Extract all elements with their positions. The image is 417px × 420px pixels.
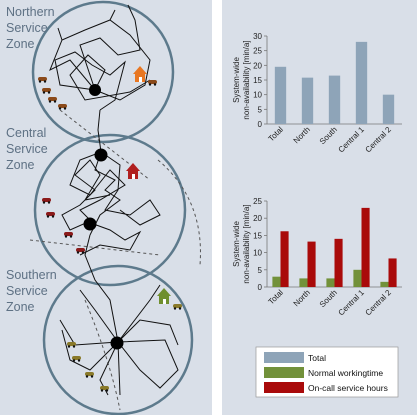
bar (380, 281, 389, 287)
bar (353, 269, 362, 287)
north-hub (89, 84, 101, 96)
bar (328, 75, 341, 124)
vehicle-icon (67, 342, 76, 348)
central-hub-1 (94, 148, 108, 162)
vehicle-icon (64, 232, 73, 238)
bar (334, 238, 343, 287)
x-tick-label: Central 1 (337, 125, 367, 155)
bar (307, 241, 316, 287)
central-zone-label: Central Service Zone (6, 126, 51, 172)
legend-label-total: Total (308, 353, 326, 363)
dashed-sector-boundary-north (59, 109, 151, 181)
x-tick-label: Central 1 (337, 288, 367, 318)
x-tick-label: Central 2 (364, 288, 394, 318)
north-depot-icon (133, 66, 147, 82)
vehicle-icon (38, 77, 47, 83)
vehicle-icon (42, 88, 51, 94)
y-tick-label: 5 (258, 266, 263, 275)
y-tick-label: 0 (258, 283, 263, 292)
x-tick-label: South (318, 125, 339, 146)
central-hub-2 (83, 217, 97, 231)
bar (388, 258, 397, 287)
bar (361, 207, 370, 287)
bar (274, 66, 287, 124)
bar (280, 231, 289, 287)
chart-total-non-availability: System-widenon-availability [min/a] 0 5 10… (232, 32, 402, 154)
service-vehicles (38, 77, 182, 392)
legend-label-oncall: On-call service hours (308, 383, 388, 393)
vehicle-icon (42, 198, 51, 204)
vehicle-icon (46, 212, 55, 218)
vehicle-icon (85, 372, 94, 378)
dashed-sector-boundary-central (29, 239, 161, 256)
vehicle-icon (100, 386, 109, 392)
x-tick-label: North (292, 288, 312, 308)
dashed-sector-boundary-south (84, 299, 121, 411)
y-tick-label: 0 (258, 120, 263, 129)
x-tick-label: Total (267, 288, 285, 306)
bar (301, 77, 314, 124)
bar (272, 276, 281, 287)
bar (355, 41, 368, 124)
y-tick-label: 20 (253, 214, 262, 223)
service-zone-map-panel: Northern Service Zone Central Service Zo… (0, 0, 212, 416)
charts-panel: System-widenon-availability [min/a] 0 5 10… (222, 0, 417, 415)
route-network (49, 4, 179, 396)
y-tick-label: 15 (253, 76, 262, 85)
legend-swatch-total (264, 352, 304, 363)
y-tick-label: 25 (253, 197, 262, 206)
x-tick-label: Total (267, 125, 285, 143)
y-tick-label: 10 (253, 91, 262, 100)
south-depot-icon (157, 288, 171, 304)
chart-top-ylabel: System-widenon-availability [min/a] (232, 40, 251, 119)
northern-zone-label: Northern Service Zone (6, 5, 58, 51)
legend-label-normal: Normal workingtime (308, 368, 383, 378)
vehicle-icon (76, 248, 85, 254)
vehicle-icon (58, 104, 67, 110)
central-zone-boundary (33, 133, 187, 287)
vehicle-icon (48, 97, 57, 103)
x-tick-label: South (318, 288, 339, 309)
service-zone-map: Northern Service Zone Central Service Zo… (6, 0, 201, 416)
vehicle-icon (173, 304, 182, 310)
x-tick-label: North (292, 125, 312, 145)
y-tick-label: 30 (253, 32, 262, 41)
y-tick-label: 25 (253, 47, 262, 56)
bar (382, 94, 395, 124)
legend: Total Normal workingtime On-call service… (255, 346, 399, 398)
chart-non-availability-by-time: System-widenon-availability [min/a] 0 5 10… (232, 197, 402, 317)
legend-swatch-oncall (264, 382, 304, 393)
southern-zone-label: Southern Service Zone (6, 268, 60, 314)
vehicle-icon (148, 80, 157, 86)
y-tick-label: 15 (253, 231, 262, 240)
bar (326, 278, 335, 287)
vehicle-icon (72, 356, 81, 362)
central-depot-icon (126, 163, 140, 179)
legend-swatch-normal (264, 367, 304, 378)
y-tick-label: 10 (253, 249, 262, 258)
bar (299, 278, 308, 287)
y-tick-label: 20 (253, 61, 262, 70)
dashed-sector-boundary-east (157, 159, 201, 266)
y-tick-label: 5 (258, 105, 263, 114)
charts-svg: System-widenon-availability [min/a] 0 5 10… (232, 32, 402, 398)
x-tick-label: Central 2 (364, 125, 394, 155)
northern-zone-boundary (31, 0, 175, 144)
southern-zone-boundary (42, 264, 194, 416)
south-hub (110, 336, 124, 350)
chart-bottom-ylabel: System-widenon-availability [min/a] (232, 204, 251, 283)
